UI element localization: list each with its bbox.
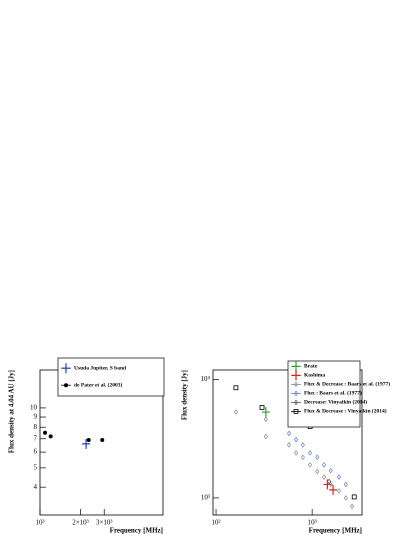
y-tick-label: 4: [34, 483, 38, 491]
x-axis-label: Frequency [MHz]: [309, 527, 362, 535]
point: [343, 495, 348, 501]
point: [322, 462, 327, 468]
point: [329, 484, 338, 495]
point: [336, 474, 341, 480]
point: [307, 450, 313, 456]
point: [263, 433, 268, 440]
y-tick-label: 5: [34, 463, 38, 471]
point: [48, 434, 53, 439]
legend: Brate Kashima Flux & Decrease : Baars et a…: [287, 360, 390, 428]
point: [233, 409, 238, 415]
x-tick-label: 10³: [35, 519, 44, 527]
point: [261, 407, 270, 418]
legend-frame: [57, 357, 165, 397]
point: [287, 442, 292, 448]
point: [328, 481, 333, 488]
point: [315, 454, 320, 461]
point: [82, 438, 91, 449]
x-tick-label: 10²: [211, 519, 220, 527]
legend-marker: [292, 361, 300, 372]
y-tick-label: 6: [34, 448, 38, 456]
point: [233, 385, 239, 391]
chart: 10³ 2×10³ 3×10³ 4 5 6 7 8 910 Frequency [MHz] Flux…: [8, 357, 165, 535]
point: [322, 474, 327, 480]
legend-label: Usuda Jupiter, S band: [74, 365, 126, 371]
y-axis-label: Flux density [Jy]: [181, 370, 189, 420]
legend-label: Kashima: [304, 373, 325, 379]
legend-label: Flux & Decrease : Vinyaikin (2014): [304, 408, 387, 415]
legend: Usuda Jupiter, S band de Pater et al. (20…: [57, 357, 165, 397]
legend-frame: [287, 360, 361, 428]
point: [100, 438, 105, 443]
point: [294, 436, 299, 443]
point: [300, 442, 305, 448]
point: [351, 494, 357, 500]
x-tick-label: 3×10³: [96, 519, 113, 527]
x-axis-label: Frequency [MHz]: [110, 527, 163, 535]
y-tick-label: 10⁴: [201, 375, 211, 383]
legend-marker: [293, 390, 299, 397]
legend-label: de Pater et al. (2003): [74, 381, 122, 388]
point: [336, 487, 341, 494]
y-tick-label: 10³: [201, 494, 210, 502]
point: [328, 467, 333, 474]
point: [86, 438, 91, 443]
y-tick-label: 9: [34, 413, 38, 421]
point: [259, 405, 265, 410]
legend-label: Brate: [304, 364, 318, 370]
point: [287, 430, 292, 437]
point: [350, 503, 355, 510]
point: [300, 454, 305, 461]
y-tick-label: 8: [34, 423, 38, 431]
legend-label: Flux : Baars et al. (1977): [304, 390, 362, 397]
y-axis-label: Flux density at 4.04 AU [Jy]: [8, 370, 16, 453]
y-tick-label: 10: [30, 404, 38, 412]
plot-frame: [212, 369, 363, 516]
chart: 10² 10³ 10³ 10⁴ Frequency [MHz] Flux density …: [181, 360, 390, 535]
legend-marker: [292, 370, 300, 381]
x-tick-label: 2×10³: [72, 519, 89, 527]
legend-label: Decrease: Vinyaikin (2014): [304, 399, 367, 406]
point: [263, 416, 268, 423]
point: [327, 478, 332, 485]
legend-marker: [293, 381, 299, 388]
point: [343, 481, 348, 488]
legend-marker: [64, 383, 68, 388]
point: [307, 462, 313, 468]
x-tick-label: 10³: [308, 519, 317, 527]
point: [43, 430, 48, 435]
legend-marker: [293, 399, 299, 406]
point: [315, 468, 320, 475]
legend-marker: [293, 408, 299, 414]
legend-marker: [62, 363, 70, 374]
point: [294, 450, 299, 456]
y-tick-label: 7: [34, 434, 38, 442]
legend-label: Flux & Decrease : Baars et al. (1977): [304, 381, 390, 388]
